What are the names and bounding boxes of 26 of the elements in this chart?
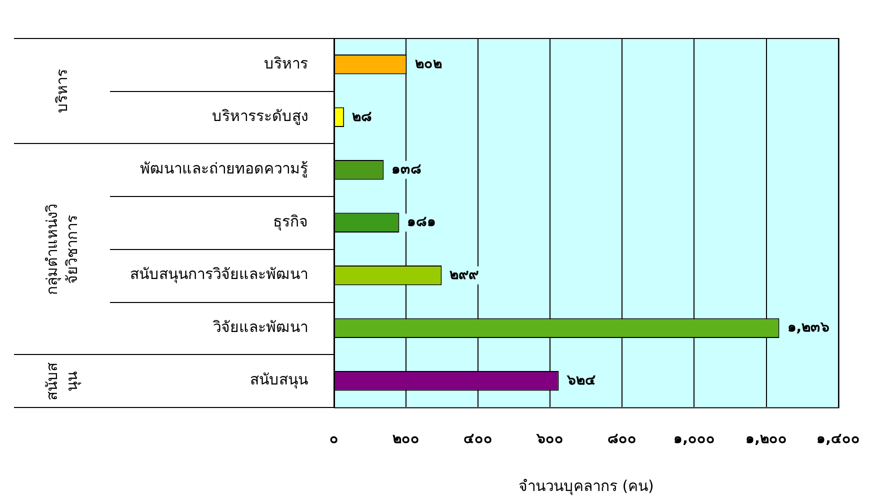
x-tick-label: ๑,๒๐๐	[746, 431, 787, 448]
y-tick-label: ธุรกิจ	[273, 212, 308, 232]
y-tick-label: สนับสนุน	[250, 370, 308, 390]
text: สนับสนุน	[42, 360, 82, 402]
y-tick-label: บริหารระดับสูง	[212, 107, 308, 126]
x-tick-label: ๔๐๐	[464, 431, 493, 448]
text: กลุ่มตำแหน่งวิจัยวิชาการ	[42, 202, 82, 296]
x-axis-title: จำนวนบุคลากร (คน)	[518, 476, 654, 496]
x-tick-label: ๖๐๐	[536, 431, 564, 448]
y-tick-label: สนับสนุนการวิจัยและพัฒนา	[130, 265, 308, 284]
text: บริหาร	[52, 68, 72, 115]
x-tick-label: ๑,๐๐๐	[674, 431, 715, 448]
data-label: ๑๘๑	[407, 214, 436, 230]
data-label: ๑๓๘	[392, 162, 422, 178]
data-label: ๒๐๒	[414, 56, 442, 72]
x-tick-label: ๒๐๐	[392, 431, 420, 448]
data-label: ๑,๒๓๖	[787, 320, 830, 336]
y-tick-label: วิจัยและพัฒนา	[212, 318, 308, 336]
y-tick-label: บริหาร	[264, 54, 308, 72]
data-label: ๖๒๔	[566, 372, 596, 388]
x-tick-label: ๑,๔๐๐	[816, 431, 860, 448]
y-tick-label: พัฒนาและถ่ายทอดความรู้	[140, 160, 308, 178]
data-label: ๒๙๙	[450, 266, 479, 283]
x-tick-label: ๘๐๐	[608, 431, 637, 448]
x-tick-label: ๐	[330, 431, 338, 448]
data-label: ๒๘	[352, 108, 372, 125]
